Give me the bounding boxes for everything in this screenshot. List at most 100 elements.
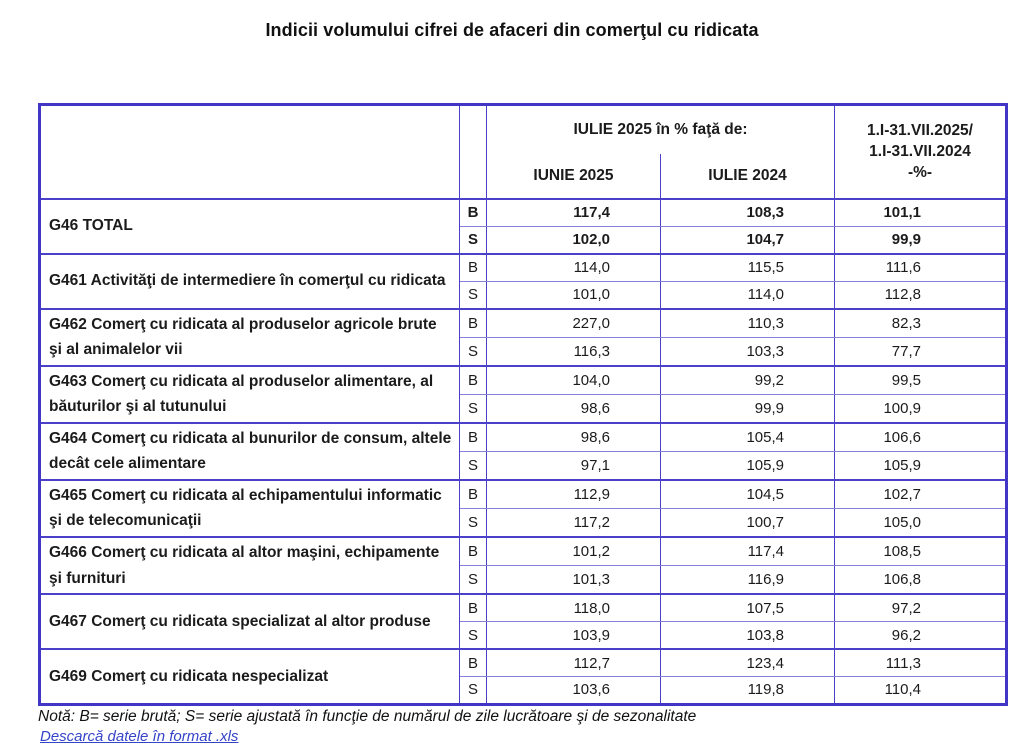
- value-cell: 103,6: [486, 676, 661, 706]
- table-row-s: S 98,6 99,9 100,9: [40, 394, 1007, 424]
- value-cell: 106,6: [834, 421, 1007, 452]
- period-line-2: 1.I-31.VII.2024: [869, 143, 971, 161]
- value-cell: 116,3: [486, 337, 661, 367]
- series-marker-s: S: [459, 394, 487, 424]
- value-cell: 101,0: [486, 281, 661, 310]
- value-cell: 102,7: [834, 478, 1007, 509]
- table-row-s: S 101,3 116,9 106,8: [40, 565, 1007, 596]
- table-row-b: G467 Comerţ cu ridicata specializat al a…: [39, 593, 1007, 650]
- series-marker-s: S: [459, 226, 487, 255]
- table-row-b: G464 Comerţ cu ridicata al bunurilor de …: [39, 421, 1007, 481]
- row-label: G469 Comerţ cu ridicata nespecializat: [39, 648, 460, 705]
- header-empty-bs-cell: [459, 104, 487, 199]
- value-cell: 114,0: [660, 281, 835, 310]
- table-row-b: G46 TOTAL B 117,4 108,3 101,1: [39, 197, 1007, 254]
- value-cell: 108,5: [834, 536, 1007, 567]
- value-cell: 98,6: [486, 394, 661, 424]
- series-marker-b: B: [459, 252, 487, 282]
- value-cell: 107,5: [660, 593, 835, 623]
- row-label: G464 Comerţ cu ridicata al bunurilor de …: [39, 421, 460, 481]
- value-cell: 117,2: [486, 508, 661, 538]
- series-marker-b: B: [459, 478, 487, 509]
- value-cell: 227,0: [486, 307, 661, 338]
- table-row-b: G462 Comerţ cu ridicata al produselor ag…: [39, 307, 1007, 367]
- series-marker-b: B: [459, 307, 487, 338]
- table-row-s: S 117,2 100,7 105,0: [40, 508, 1007, 538]
- value-cell: 111,6: [834, 252, 1007, 282]
- value-cell: 110,3: [660, 307, 835, 338]
- column-group-header: IULIE 2025 în % faţă de:: [486, 104, 835, 154]
- value-cell: 117,4: [660, 536, 835, 567]
- value-cell: 105,9: [834, 451, 1007, 481]
- table-row-s: S 102,0 104,7 99,9: [40, 226, 1007, 255]
- value-cell: 100,9: [834, 394, 1007, 424]
- value-cell: 99,9: [834, 226, 1007, 255]
- series-marker-b: B: [459, 536, 487, 567]
- series-marker-s: S: [459, 337, 487, 367]
- row-label: G461 Activităţi de intermediere în comer…: [39, 252, 460, 309]
- value-cell: 112,8: [834, 281, 1007, 310]
- column-header-iulie-2024: IULIE 2024: [660, 153, 835, 200]
- series-marker-s: S: [459, 508, 487, 538]
- value-cell: 99,9: [660, 394, 835, 424]
- table-row-b: G461 Activităţi de intermediere în comer…: [39, 252, 1007, 309]
- table-row-b: G465 Comerţ cu ridicata al echipamentulu…: [39, 478, 1007, 538]
- value-cell: 101,3: [486, 565, 661, 596]
- value-cell: 99,5: [834, 364, 1007, 395]
- table-row-s: S 103,9 103,8 96,2: [40, 621, 1007, 651]
- row-label: G465 Comerţ cu ridicata al echipamentulu…: [39, 478, 460, 538]
- value-cell: 101,2: [486, 536, 661, 567]
- series-marker-b: B: [459, 593, 487, 623]
- series-marker-s: S: [459, 676, 487, 706]
- value-cell: 97,1: [486, 451, 661, 481]
- value-cell: 106,8: [834, 565, 1007, 596]
- value-cell: 108,3: [660, 197, 835, 227]
- value-cell: 103,3: [660, 337, 835, 367]
- row-label: G462 Comerţ cu ridicata al produselor ag…: [39, 307, 460, 367]
- series-marker-s: S: [459, 281, 487, 310]
- value-cell: 119,8: [660, 676, 835, 706]
- value-cell: 101,1: [834, 197, 1007, 227]
- series-marker-s: S: [459, 621, 487, 651]
- value-cell: 111,3: [834, 648, 1007, 678]
- value-cell: 102,0: [486, 226, 661, 255]
- indices-table: IULIE 2025 în % faţă de: 1.I-31.VII.2025…: [38, 103, 1008, 706]
- value-cell: 99,2: [660, 364, 835, 395]
- value-cell: 112,7: [486, 648, 661, 678]
- table-row-s: S 101,0 114,0 112,8: [40, 281, 1007, 310]
- row-label: G46 TOTAL: [39, 197, 460, 254]
- value-cell: 105,0: [834, 508, 1007, 538]
- page-title: Indicii volumului cifrei de afaceri din …: [265, 20, 759, 40]
- table-row-s: S 103,6 119,8 110,4: [40, 676, 1007, 706]
- row-label: G463 Comerţ cu ridicata al produselor al…: [39, 364, 460, 424]
- value-cell: 96,2: [834, 621, 1007, 651]
- value-cell: 117,4: [486, 197, 661, 227]
- series-marker-b: B: [459, 197, 487, 227]
- value-cell: 98,6: [486, 421, 661, 452]
- value-cell: 105,9: [660, 451, 835, 481]
- series-marker-b: B: [459, 364, 487, 395]
- value-cell: 103,9: [486, 621, 661, 651]
- table-row-s: S 97,1 105,9 105,9: [40, 451, 1007, 481]
- value-cell: 112,9: [486, 478, 661, 509]
- value-cell: 116,9: [660, 565, 835, 596]
- column-header-iunie-2025: IUNIE 2025: [486, 153, 661, 200]
- value-cell: 114,0: [486, 252, 661, 282]
- download-link[interactable]: Descarcă datele în format .xls: [40, 728, 239, 745]
- table-row-s: S 116,3 103,3 77,7: [40, 337, 1007, 367]
- value-cell: 118,0: [486, 593, 661, 623]
- period-column-header: 1.I-31.VII.2025/ 1.I-31.VII.2024 -%-: [834, 104, 1007, 199]
- value-cell: 77,7: [834, 337, 1007, 367]
- period-line-3: -%-: [907, 164, 933, 182]
- series-marker-b: B: [459, 421, 487, 452]
- value-cell: 104,0: [486, 364, 661, 395]
- header-empty-label-cell: [39, 104, 460, 199]
- table-row-b: G463 Comerţ cu ridicata al produselor al…: [39, 364, 1007, 424]
- footnote: Notă: B= serie brută; S= serie ajustată …: [38, 708, 697, 725]
- value-cell: 100,7: [660, 508, 835, 538]
- table-row-b: G466 Comerţ cu ridicata al altor maşini,…: [39, 535, 1007, 595]
- series-marker-b: B: [459, 648, 487, 678]
- value-cell: 104,7: [660, 226, 835, 255]
- value-cell: 123,4: [660, 648, 835, 678]
- value-cell: 105,4: [660, 421, 835, 452]
